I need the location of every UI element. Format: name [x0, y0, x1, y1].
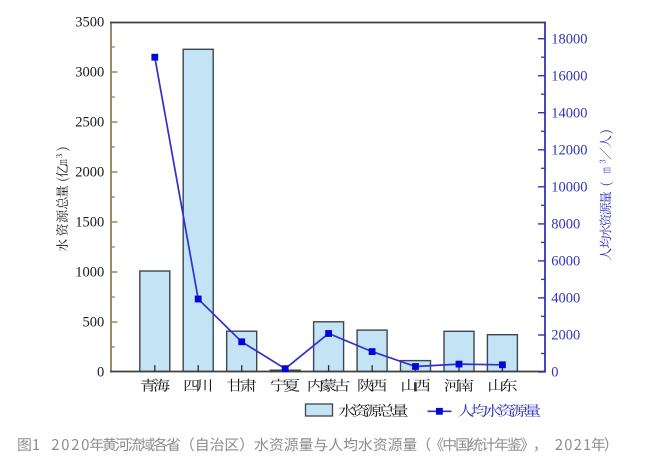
svg-text:2000: 2000 [75, 165, 104, 181]
svg-text:4000: 4000 [551, 291, 580, 307]
svg-text:12000: 12000 [551, 143, 587, 159]
svg-text:18000: 18000 [551, 31, 587, 47]
svg-text:0: 0 [551, 365, 558, 381]
svg-text:8000: 8000 [551, 217, 580, 233]
svg-text:1000: 1000 [75, 265, 104, 281]
svg-text:3500: 3500 [75, 15, 104, 31]
svg-text:2000: 2000 [551, 328, 580, 344]
svg-text:10000: 10000 [551, 180, 587, 196]
svg-text:16000: 16000 [551, 68, 587, 84]
svg-text:14000: 14000 [551, 105, 587, 121]
svg-text:6000: 6000 [551, 254, 580, 270]
svg-text:0: 0 [97, 365, 104, 381]
svg-text:3000: 3000 [75, 65, 104, 81]
svg-text:500: 500 [83, 315, 105, 331]
svg-text:1500: 1500 [75, 215, 104, 231]
svg-text:2500: 2500 [75, 115, 104, 131]
